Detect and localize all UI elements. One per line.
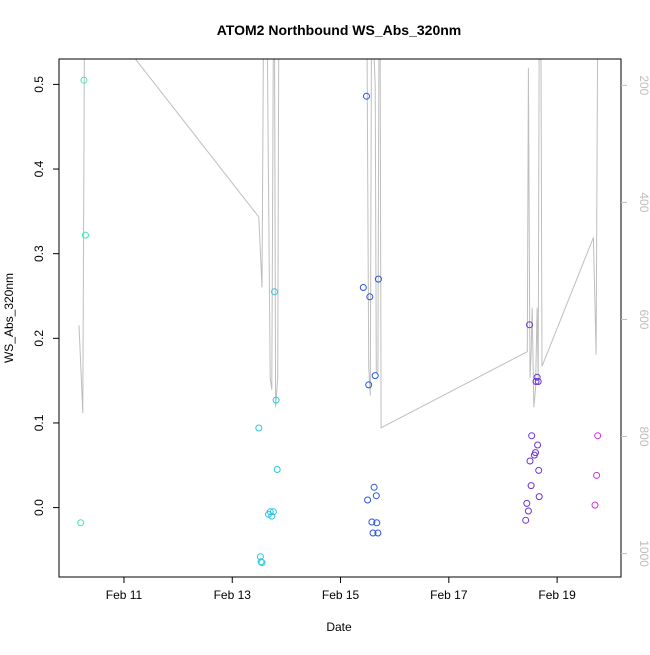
scatter-point (534, 441, 542, 449)
scatter-point (80, 76, 88, 84)
y-tick-label: 0.0 (32, 499, 46, 516)
x-tick-label: Feb 13 (214, 588, 252, 602)
scatter-point (534, 378, 542, 385)
y-tick-label: 0.5 (32, 76, 46, 93)
axis-layer: Feb 11 Feb 13 Feb 15 Feb 17 Feb 19 0.0 0.1 0.2 0… (32, 75, 650, 602)
scatter-point (366, 293, 374, 301)
scatter-point (528, 432, 536, 440)
scatter-point (364, 496, 372, 504)
scatter-point (522, 516, 530, 524)
scatter-point (363, 92, 370, 100)
scatter-point (535, 466, 543, 474)
y-axis-label: WS_Abs_320nm (2, 273, 16, 363)
scatter-point (533, 373, 541, 381)
scatter-point (535, 493, 543, 501)
scatter-point (273, 466, 281, 473)
y2-tick-label: 400 (637, 192, 650, 212)
y2-tick-label: 1000 (637, 540, 650, 567)
x-tick-label: Feb 15 (322, 588, 360, 602)
scatter-point (365, 381, 373, 389)
scatter-point (372, 492, 380, 500)
scatter-point (371, 372, 379, 380)
scatter-point (269, 508, 277, 516)
scatter-point (82, 231, 89, 239)
x-tick-label: Feb 19 (538, 588, 576, 602)
y2-tick-label: 800 (637, 427, 650, 447)
y-tick-label: 0.1 (32, 414, 46, 431)
scatter-point (368, 518, 376, 526)
scatter-point (523, 499, 531, 507)
scatter-point (370, 483, 378, 491)
scatter-point (373, 519, 381, 527)
scatter-point (258, 559, 266, 567)
scatter-point (271, 288, 278, 296)
scatter-point (374, 275, 382, 283)
y2-tick-label: 200 (637, 75, 650, 95)
plot-frame (58, 58, 622, 578)
scatter-point (593, 471, 601, 479)
chart-title: ATOM2 Northbound WS_Abs_320nm (217, 22, 462, 38)
scatter-point (532, 449, 539, 457)
scatter-point (255, 424, 263, 432)
scatter-point (374, 529, 382, 537)
scatter-point (524, 507, 532, 515)
scatter-point (369, 529, 377, 537)
scatter-point (532, 378, 540, 385)
scatter-point (268, 512, 276, 520)
secondary-line-layer (78, 59, 599, 429)
scatter-point (594, 432, 602, 440)
scatter-point (272, 396, 280, 404)
x-tick-label: Feb 17 (430, 588, 468, 602)
scatter-point (526, 457, 534, 465)
scatter-point (526, 321, 533, 329)
secondary-line (78, 59, 599, 429)
scatter-point-layer (77, 76, 602, 567)
x-axis-label: Date (326, 620, 352, 634)
scatter-point (591, 501, 599, 509)
y-tick-label: 0.2 (32, 330, 46, 347)
scatter-point (527, 482, 535, 490)
scatter-point (359, 284, 367, 291)
scatter-point (77, 519, 85, 527)
scatter-point (266, 508, 274, 516)
x-tick-label: Feb 11 (106, 588, 143, 602)
y2-tick-label: 600 (637, 309, 650, 329)
y-tick-label: 0.3 (32, 245, 46, 262)
scatter-point (257, 558, 265, 566)
y-tick-label: 0.4 (32, 160, 46, 177)
